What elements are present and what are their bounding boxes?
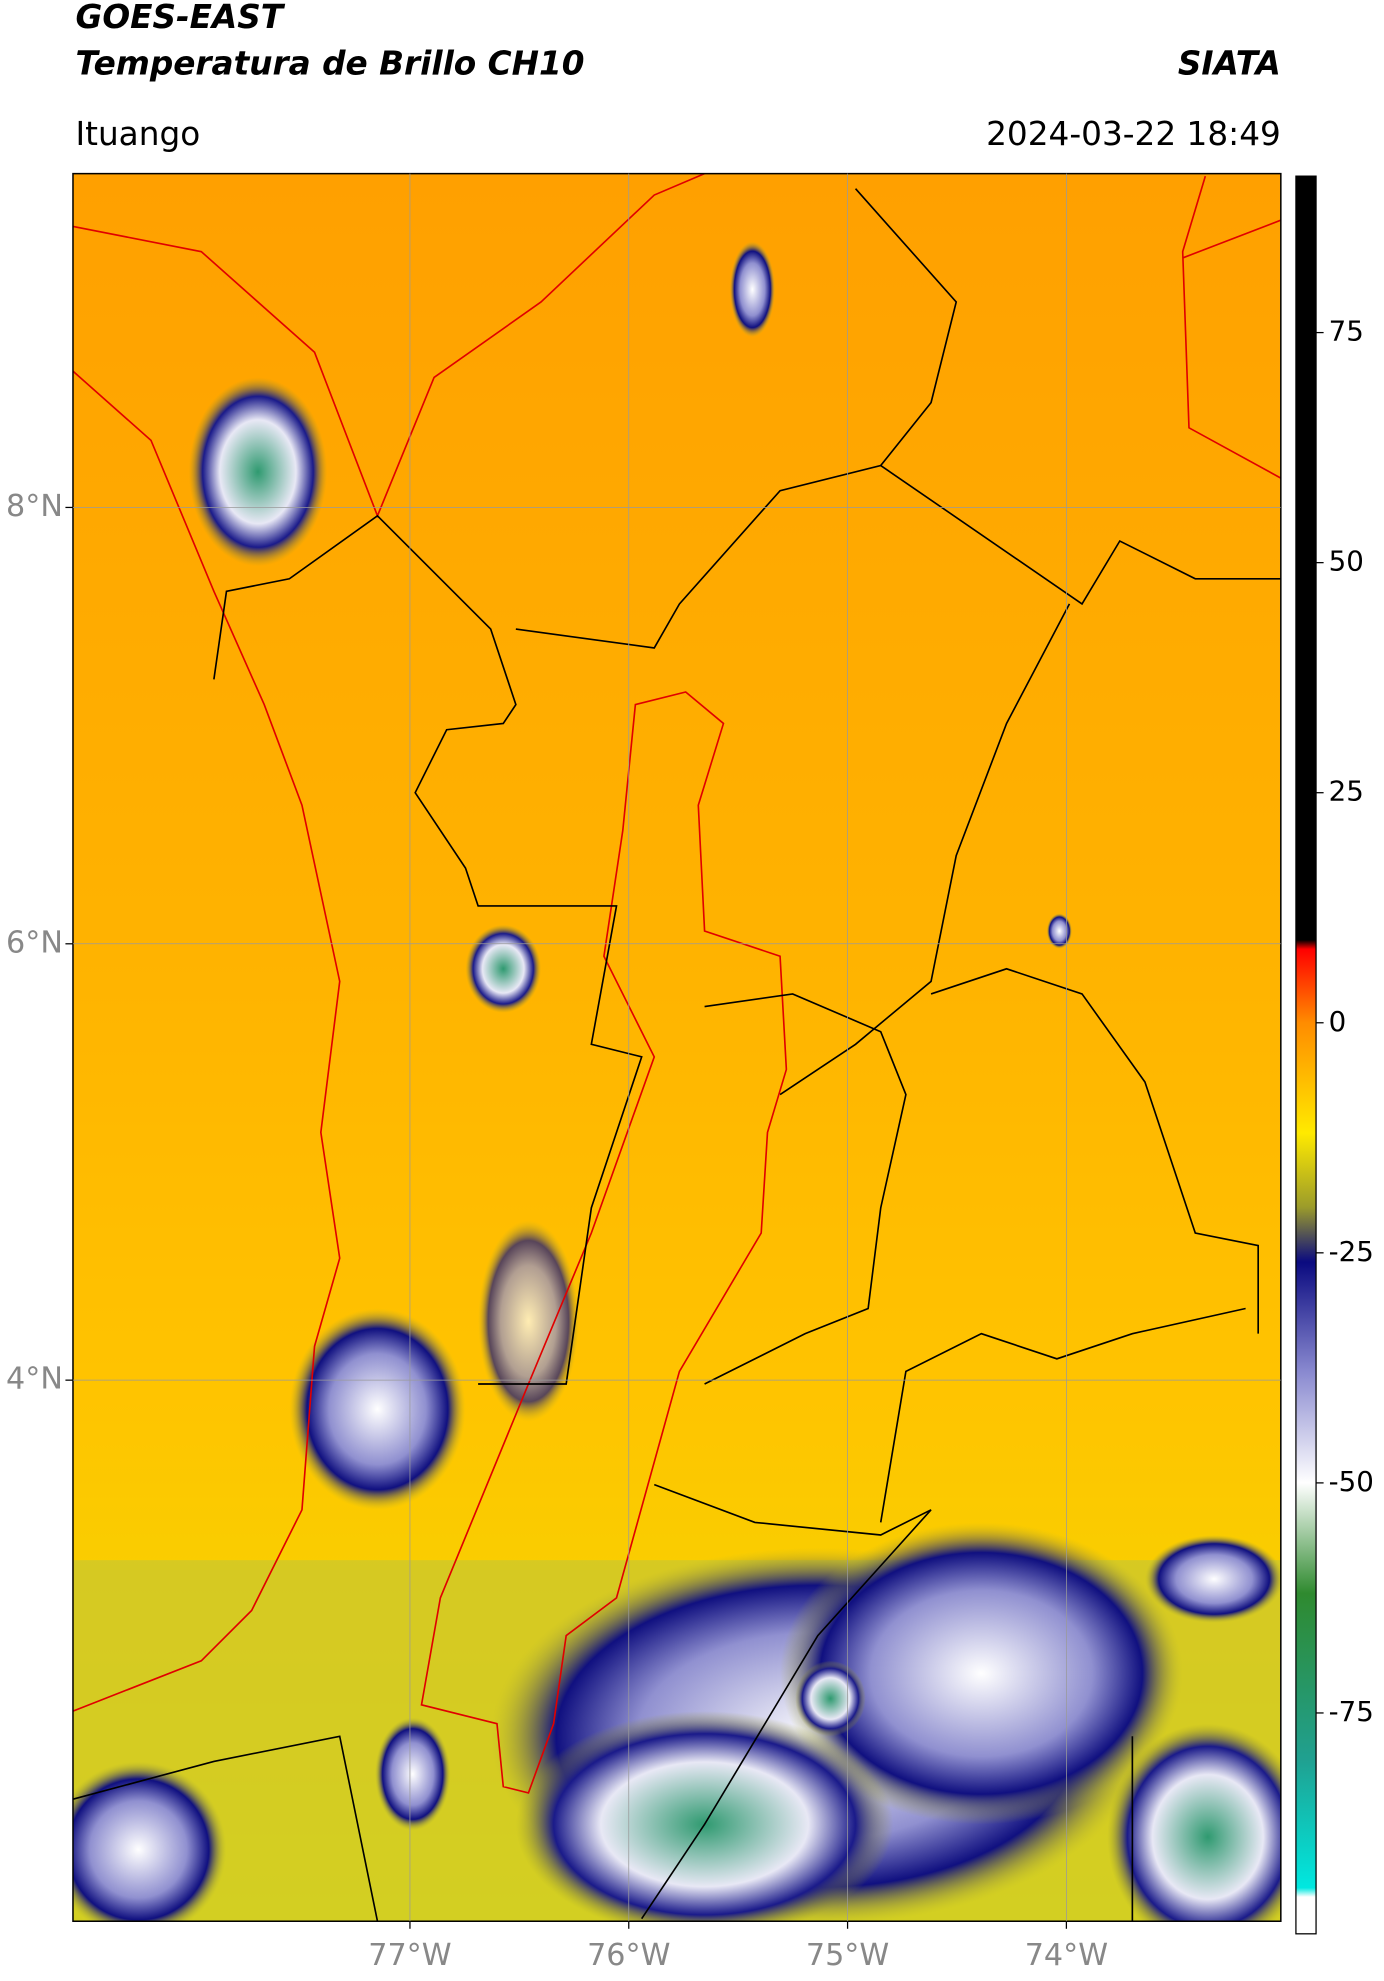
datetime: 2024-03-22 18:49	[986, 115, 1281, 153]
colorbar-tick-label: -25	[1329, 1235, 1374, 1268]
colorbar-tick-label: 50	[1329, 545, 1364, 578]
x-tick-label: 76°W	[587, 1938, 670, 1973]
cloud	[465, 924, 542, 1013]
coastline	[72, 173, 705, 519]
cloud	[289, 1308, 466, 1510]
border	[1181, 175, 1281, 479]
cloud	[1107, 1723, 1281, 1922]
agency: SIATA	[1178, 44, 1281, 82]
cloud	[374, 1717, 451, 1831]
colorbar-tick-label: 25	[1329, 775, 1364, 808]
cloud	[72, 1761, 227, 1922]
cloud	[478, 1220, 579, 1422]
map-image	[72, 173, 1281, 1922]
y-tick-label: 8°N	[6, 489, 63, 524]
colorbar-tick-label: -50	[1329, 1465, 1374, 1498]
cloud	[795, 1660, 866, 1737]
colorbar	[1295, 175, 1317, 1935]
satellite: GOES-EAST	[75, 0, 285, 36]
admin-boundary	[72, 188, 1281, 1922]
coastline	[72, 370, 341, 1712]
colorbar-tick-label: -75	[1329, 1695, 1374, 1728]
cloud	[188, 377, 328, 567]
y-tick-label: 4°N	[6, 1362, 63, 1397]
x-tick-label: 77°W	[368, 1938, 451, 1973]
colorbar-tick-label: 0	[1329, 1005, 1347, 1038]
x-tick-label: 75°W	[806, 1938, 889, 1973]
x-tick-label: 74°W	[1025, 1938, 1108, 1973]
cloud	[1144, 1534, 1281, 1624]
map-frame	[72, 172, 1282, 1922]
region: Ituango	[75, 115, 200, 153]
colorbar-tick-label: 75	[1329, 315, 1364, 348]
y-tick-label: 6°N	[6, 925, 63, 960]
cloud	[515, 1711, 894, 1922]
product: Temperatura de Brillo CH10	[75, 44, 584, 82]
cloud	[729, 241, 776, 338]
cloud	[780, 1522, 1183, 1825]
cloud	[1046, 913, 1072, 949]
region-boundary	[420, 691, 788, 1794]
